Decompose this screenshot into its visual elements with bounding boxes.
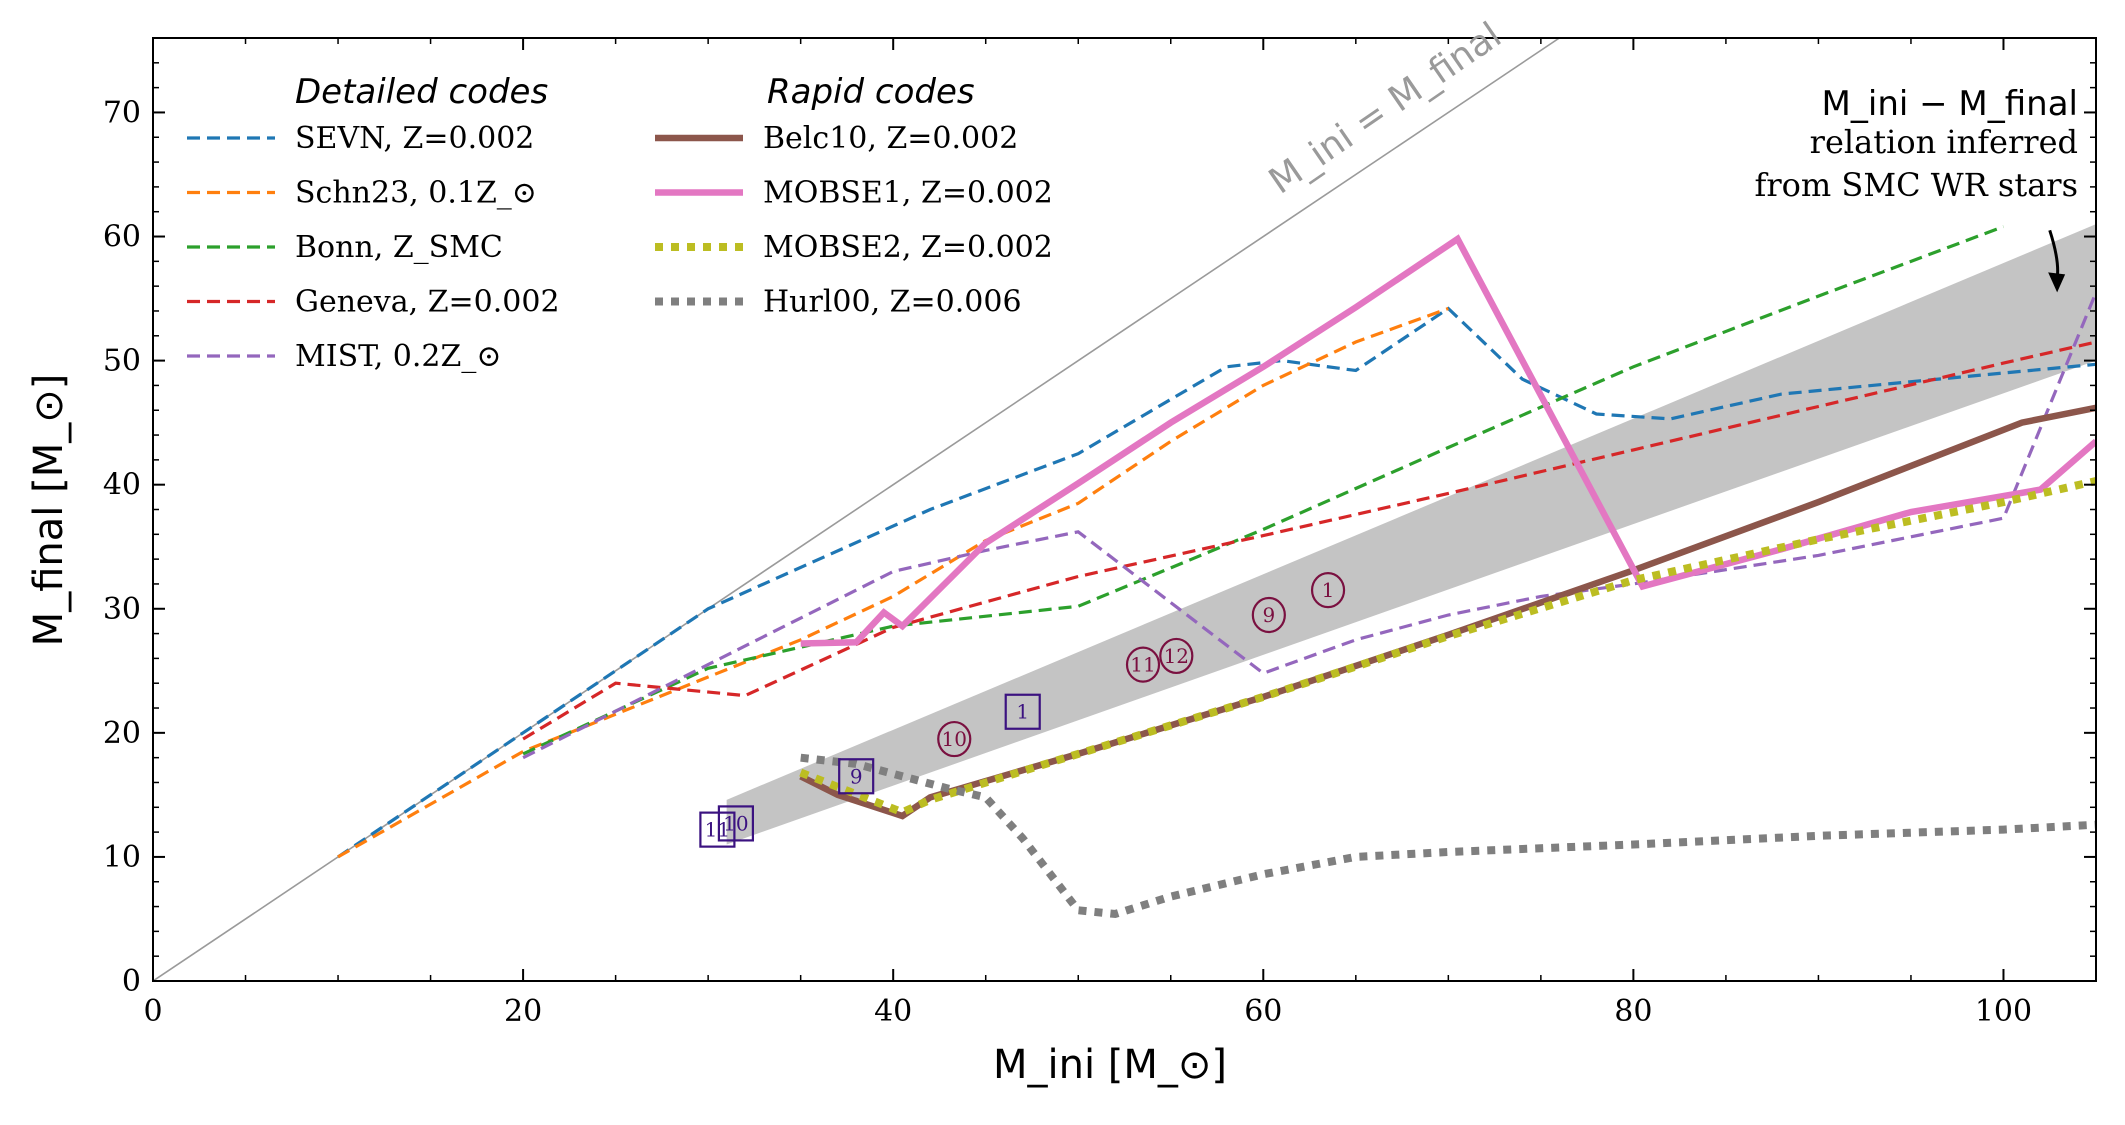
x-tick-label: 0 — [143, 994, 162, 1029]
x-tick-label: 100 — [1975, 994, 2032, 1029]
x-tick-label: 80 — [1614, 994, 1652, 1029]
legend-label: Hurl00, Z=0.006 — [763, 285, 1022, 320]
y-tick-label: 30 — [103, 592, 141, 627]
y-tick-label: 40 — [103, 468, 141, 503]
circle-marker-shape — [1159, 637, 1194, 675]
y-tick-label: 50 — [103, 344, 141, 379]
series-line-hurl00 — [800, 753, 2096, 919]
legend-heading-detailed: Detailed codes — [295, 72, 548, 112]
square-marker: 10 — [717, 805, 755, 842]
legend-entry: MIST, 0.2Z_⊙ — [187, 339, 501, 374]
y-tick-label: 10 — [103, 840, 141, 875]
y-tick-label: 20 — [103, 716, 141, 751]
identity-line-label: M_ini = M_final — [1262, 15, 1509, 203]
x-tick-label: 20 — [504, 994, 542, 1029]
square-marker-shape — [699, 811, 736, 848]
annotation-arrow — [2048, 229, 2066, 293]
circle-marker: 9 — [1251, 596, 1286, 634]
circle-marker-label: 10 — [942, 727, 967, 751]
square-marker: 9 — [838, 758, 875, 795]
square-marker-label: 1 — [1016, 700, 1029, 724]
legend-label: SEVN, Z=0.002 — [295, 121, 534, 156]
series-line-sevn — [337, 306, 2096, 859]
legend-label: MIST, 0.2Z_⊙ — [295, 339, 501, 374]
y-tick-label: 0 — [122, 964, 141, 999]
annotation-title: M_ini − M_final — [1822, 84, 2078, 124]
circle-marker: 10 — [937, 720, 972, 758]
y-axis-title: M_final [M_⊙] — [26, 374, 72, 647]
circle-marker: 11 — [1125, 646, 1161, 683]
circle-marker-shape — [1310, 572, 1346, 609]
legend-entry: Belc10, Z=0.002 — [655, 121, 1018, 156]
annotation-line-2: relation inferred — [1810, 123, 2078, 161]
circle-marker-label: 9 — [1262, 603, 1275, 627]
annotation: M_ini − M_final relation inferred from S… — [1755, 84, 2079, 204]
annotation-line-3: from SMC WR stars — [1755, 166, 2079, 204]
smc-wr-band — [726, 224, 2096, 845]
circle-marker: 12 — [1159, 637, 1194, 675]
legend-entry: MOBSE1, Z=0.002 — [655, 176, 1053, 211]
x-axis-title: M_ini [M_⊙] — [993, 1042, 1227, 1088]
series-line-belc10 — [799, 404, 2096, 820]
circle-marker-label: 12 — [1164, 644, 1189, 668]
circle-marker-label: 1 — [1322, 578, 1335, 602]
square-marker-label: 10 — [723, 811, 748, 835]
x-tick-label: 40 — [874, 994, 912, 1029]
legend-label: MOBSE2, Z=0.002 — [763, 230, 1053, 265]
legend-entry: MOBSE2, Z=0.002 — [655, 230, 1053, 265]
square-marker-shape — [1004, 693, 1041, 730]
legend-entry: Hurl00, Z=0.006 — [655, 285, 1022, 320]
legend-heading-rapid: Rapid codes — [767, 72, 975, 112]
legend-entry: SEVN, Z=0.002 — [187, 121, 534, 156]
circle-marker-label: 11 — [1130, 653, 1155, 677]
x-tick-label: 60 — [1244, 994, 1282, 1029]
circle-marker-shape — [1125, 646, 1161, 683]
legend-label: Belc10, Z=0.002 — [763, 121, 1018, 156]
identity-line — [153, 38, 1560, 981]
legend-label: Bonn, Z_SMC — [295, 230, 503, 265]
circle-marker-shape — [937, 720, 972, 758]
circle-marker-shape — [1251, 596, 1286, 634]
square-marker: 11 — [699, 811, 736, 848]
series-line-mobse1 — [800, 234, 2096, 647]
square-marker: 1 — [1004, 693, 1041, 730]
legend-entry: Schn23, 0.1Z_⊙ — [187, 176, 537, 211]
square-marker-shape — [717, 805, 755, 842]
series-line-mist — [522, 291, 2096, 760]
legend-entry: Geneva, Z=0.002 — [187, 285, 560, 320]
square-marker-label: 9 — [850, 764, 863, 788]
square-marker-shape — [838, 758, 875, 795]
series-line-geneva — [522, 340, 2096, 741]
square-marker-label: 11 — [705, 818, 730, 842]
legend-label: Geneva, Z=0.002 — [295, 285, 560, 320]
series-line-bonn — [522, 225, 2005, 756]
legend-entry: Bonn, Z_SMC — [187, 230, 503, 265]
legend-label: MOBSE1, Z=0.002 — [763, 176, 1053, 211]
y-tick-label: 70 — [103, 95, 141, 130]
circle-marker: 1 — [1310, 572, 1346, 609]
y-tick-label: 60 — [103, 220, 141, 255]
legend-label: Schn23, 0.1Z_⊙ — [295, 176, 537, 211]
